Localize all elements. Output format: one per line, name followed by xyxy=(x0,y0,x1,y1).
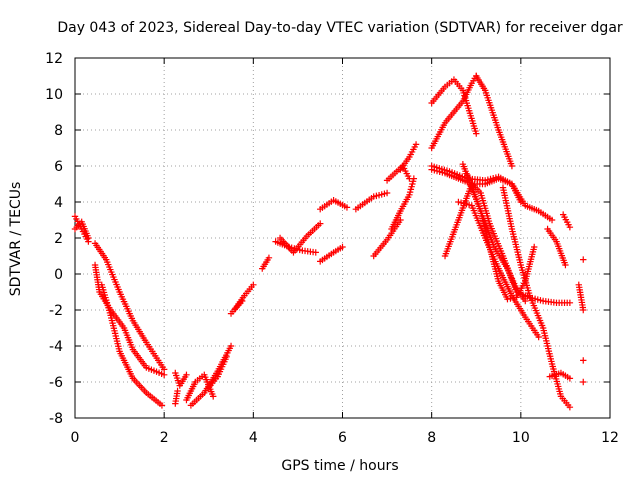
data-point xyxy=(580,256,587,263)
series-arc-32 xyxy=(546,369,574,382)
x-axis-label: GPS time / hours xyxy=(281,458,398,474)
data-point xyxy=(227,342,235,350)
series-arc-19 xyxy=(383,162,413,184)
data-point xyxy=(238,297,246,305)
series-arc-9 xyxy=(205,353,230,391)
y-tick-label: 2 xyxy=(54,231,63,247)
data-point xyxy=(412,141,420,148)
series-arc-12 xyxy=(259,254,273,272)
series-arc-5 xyxy=(98,281,166,409)
x-tick-label: 12 xyxy=(601,430,619,446)
data-point xyxy=(508,162,516,170)
data-point xyxy=(343,204,351,211)
axis-ticks xyxy=(74,57,611,419)
y-tick-label: 6 xyxy=(54,159,63,175)
series-arc-33 xyxy=(544,225,569,269)
series-arc-2 xyxy=(71,218,92,242)
grid xyxy=(75,58,610,418)
data-point xyxy=(531,243,538,251)
series-arc-38 xyxy=(580,378,587,386)
data-point xyxy=(580,306,587,314)
data-point xyxy=(160,371,168,378)
series-arc-8 xyxy=(187,342,235,409)
y-tick-label: -6 xyxy=(49,375,63,391)
series-arc-14 xyxy=(276,220,324,256)
data-point xyxy=(223,353,230,360)
data-point xyxy=(158,402,166,409)
series-arc-15 xyxy=(317,197,351,213)
y-tick-label: 0 xyxy=(54,267,63,283)
y-tick-label: 10 xyxy=(45,87,63,103)
series-arc-35 xyxy=(575,281,587,314)
series-arc-29 xyxy=(464,171,529,305)
x-tick-label: 0 xyxy=(71,430,80,446)
y-tick-label: 12 xyxy=(45,51,63,67)
data-point xyxy=(317,220,324,227)
series-arc-3 xyxy=(91,240,168,373)
y-tick-label: -2 xyxy=(49,303,63,319)
data-point xyxy=(210,393,217,400)
series-arc-4 xyxy=(91,261,168,378)
y-tick-label: -8 xyxy=(49,411,63,427)
series-arc-37 xyxy=(580,357,587,364)
series-arc-23 xyxy=(428,72,480,152)
series-isolated xyxy=(172,387,181,407)
data-point xyxy=(566,375,574,382)
series-arc-30 xyxy=(455,198,542,341)
series-arc-24 xyxy=(473,72,516,170)
series-arc-16 xyxy=(317,243,346,265)
y-tick-label: 8 xyxy=(54,123,63,139)
tick-labels: 0 2 4 6 8 10 12 -8 -6 -4 -2 0 2 4 6 8 10 12 xyxy=(45,51,619,446)
series-arc-21 xyxy=(397,141,420,173)
data-point xyxy=(410,175,418,182)
data-point xyxy=(312,249,319,256)
data-point xyxy=(339,243,346,251)
data-point xyxy=(562,261,569,269)
data-point xyxy=(85,234,92,242)
y-tick-label: 4 xyxy=(54,195,63,211)
x-tick-label: 6 xyxy=(338,430,347,446)
data-point xyxy=(383,189,391,197)
data-markers xyxy=(71,72,587,411)
data-point xyxy=(183,371,190,378)
data-point xyxy=(522,297,529,305)
x-tick-label: 10 xyxy=(512,430,530,446)
y-axis-label: SDTVAR / TECUs xyxy=(8,182,24,297)
data-point xyxy=(535,333,542,341)
data-point xyxy=(548,216,556,224)
series-arc-20 xyxy=(388,175,418,233)
x-tick-label: 2 xyxy=(160,430,169,446)
data-point xyxy=(174,387,181,395)
data-point xyxy=(566,404,574,411)
x-tick-label: 8 xyxy=(427,430,436,446)
series-arc-31 xyxy=(499,184,574,411)
data-point xyxy=(580,357,587,364)
series-arc-34 xyxy=(559,211,574,231)
data-point xyxy=(473,130,480,137)
data-point xyxy=(517,198,525,206)
y-tick-label: -4 xyxy=(49,339,63,355)
data-point xyxy=(250,281,257,288)
series-arc-6 xyxy=(172,369,190,389)
data-point xyxy=(160,366,168,373)
series-arc-17 xyxy=(352,189,391,213)
data-point xyxy=(566,299,574,306)
data-point xyxy=(566,224,574,231)
chart-title: Day 043 of 2023, Sidereal Day-to-day VTE… xyxy=(57,20,623,36)
series-arc-11 xyxy=(227,297,246,317)
x-tick-label: 4 xyxy=(249,430,258,446)
data-point xyxy=(580,378,587,386)
data-point xyxy=(265,254,273,261)
series-arc-36 xyxy=(580,256,587,263)
